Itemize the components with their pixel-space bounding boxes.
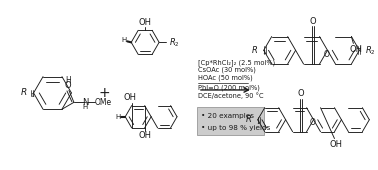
Text: HOAc (50 mol%): HOAc (50 mol%) bbox=[198, 75, 253, 81]
Text: OH: OH bbox=[139, 18, 152, 27]
Text: O: O bbox=[297, 89, 304, 98]
Text: • up to 98 % yields: • up to 98 % yields bbox=[201, 125, 270, 131]
Text: [Cp*RhCl₂]₂ (2.5 mol%): [Cp*RhCl₂]₂ (2.5 mol%) bbox=[198, 59, 275, 66]
Text: O: O bbox=[309, 17, 316, 26]
Text: O: O bbox=[65, 81, 71, 90]
Text: R: R bbox=[170, 38, 176, 47]
Text: OH: OH bbox=[330, 140, 343, 149]
Text: OH: OH bbox=[138, 131, 151, 140]
Text: O: O bbox=[324, 50, 330, 59]
Text: R: R bbox=[366, 46, 371, 55]
Text: 2: 2 bbox=[175, 42, 178, 47]
Text: PhI=O (200 mol%): PhI=O (200 mol%) bbox=[198, 85, 260, 91]
Text: O: O bbox=[310, 118, 316, 127]
Text: 2: 2 bbox=[370, 50, 374, 55]
Text: +: + bbox=[99, 86, 110, 100]
Text: H: H bbox=[116, 114, 121, 120]
Text: H: H bbox=[122, 37, 127, 43]
Text: OH: OH bbox=[350, 45, 363, 54]
Text: 1: 1 bbox=[257, 120, 260, 125]
Text: CsOAc (30 mol%): CsOAc (30 mol%) bbox=[198, 67, 256, 73]
Text: H: H bbox=[82, 104, 88, 110]
Text: DCE/acetone, 90 °C: DCE/acetone, 90 °C bbox=[198, 92, 263, 99]
Text: R: R bbox=[20, 88, 26, 97]
Text: H: H bbox=[65, 76, 71, 85]
Text: 1: 1 bbox=[263, 50, 266, 55]
Text: • 20 examples: • 20 examples bbox=[201, 113, 254, 119]
Text: R: R bbox=[252, 46, 258, 55]
Text: N: N bbox=[82, 98, 88, 107]
FancyBboxPatch shape bbox=[197, 107, 264, 135]
Text: OMe: OMe bbox=[94, 98, 112, 107]
Text: OH: OH bbox=[123, 93, 136, 102]
Text: 1: 1 bbox=[31, 93, 34, 98]
Text: R: R bbox=[246, 115, 252, 124]
